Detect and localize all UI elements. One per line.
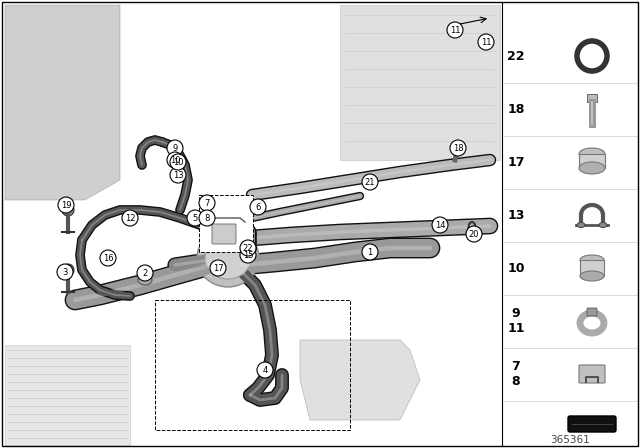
Circle shape — [137, 265, 153, 281]
Circle shape — [57, 264, 73, 280]
Text: 16: 16 — [102, 254, 113, 263]
Text: 10: 10 — [508, 262, 525, 275]
Text: 7
8: 7 8 — [511, 360, 520, 388]
Text: 7: 7 — [204, 198, 210, 207]
Ellipse shape — [579, 148, 605, 160]
Text: 10: 10 — [173, 158, 183, 167]
Circle shape — [167, 152, 183, 168]
Text: 17: 17 — [508, 155, 525, 168]
Circle shape — [447, 22, 463, 38]
Circle shape — [582, 46, 602, 66]
Circle shape — [62, 204, 74, 216]
Text: 3: 3 — [62, 267, 68, 276]
Text: 18: 18 — [452, 143, 463, 152]
Ellipse shape — [197, 229, 259, 287]
Text: 2: 2 — [142, 268, 148, 277]
Circle shape — [62, 264, 74, 276]
Circle shape — [199, 210, 215, 226]
Ellipse shape — [452, 142, 460, 147]
Circle shape — [122, 210, 138, 226]
Text: 11: 11 — [481, 38, 492, 47]
Text: 21: 21 — [365, 177, 375, 186]
FancyBboxPatch shape — [568, 416, 616, 432]
Circle shape — [187, 210, 203, 226]
Circle shape — [257, 362, 273, 378]
Text: 1: 1 — [367, 247, 372, 257]
Ellipse shape — [579, 162, 605, 174]
Circle shape — [242, 242, 254, 254]
Polygon shape — [5, 5, 120, 200]
Circle shape — [450, 140, 466, 156]
Text: 10: 10 — [170, 155, 180, 164]
Text: 13: 13 — [508, 208, 525, 221]
Circle shape — [240, 247, 256, 263]
Text: 14: 14 — [435, 220, 445, 229]
Text: 20: 20 — [468, 229, 479, 238]
Ellipse shape — [205, 237, 251, 279]
Circle shape — [362, 244, 378, 260]
Text: 365361: 365361 — [550, 435, 590, 445]
Circle shape — [199, 195, 215, 211]
FancyBboxPatch shape — [579, 365, 605, 383]
Text: 9: 9 — [172, 143, 178, 152]
Ellipse shape — [580, 271, 604, 281]
Text: 15: 15 — [243, 250, 253, 259]
Text: 22: 22 — [243, 244, 253, 253]
Text: 18: 18 — [508, 103, 525, 116]
Text: 8: 8 — [204, 214, 210, 223]
FancyBboxPatch shape — [587, 94, 597, 102]
FancyBboxPatch shape — [587, 308, 597, 316]
Text: 19: 19 — [61, 201, 71, 210]
Text: 11: 11 — [450, 26, 460, 34]
Text: 4: 4 — [262, 366, 268, 375]
Circle shape — [170, 167, 186, 183]
FancyBboxPatch shape — [579, 154, 605, 168]
FancyBboxPatch shape — [212, 224, 236, 244]
Circle shape — [478, 34, 494, 50]
Text: 22: 22 — [508, 49, 525, 63]
Circle shape — [466, 226, 482, 242]
Circle shape — [170, 154, 186, 170]
Circle shape — [58, 197, 74, 213]
FancyBboxPatch shape — [502, 2, 638, 446]
Ellipse shape — [580, 255, 604, 265]
FancyBboxPatch shape — [580, 260, 604, 276]
Circle shape — [240, 240, 256, 256]
FancyBboxPatch shape — [5, 345, 130, 445]
Circle shape — [210, 260, 226, 276]
Circle shape — [100, 250, 116, 266]
FancyBboxPatch shape — [199, 195, 253, 252]
Text: 6: 6 — [255, 202, 260, 211]
Text: 12: 12 — [125, 214, 135, 223]
Circle shape — [362, 174, 378, 190]
Text: 13: 13 — [173, 171, 183, 180]
Circle shape — [167, 140, 183, 156]
Ellipse shape — [577, 223, 585, 228]
Text: 17: 17 — [212, 263, 223, 272]
Polygon shape — [340, 5, 500, 160]
Polygon shape — [300, 340, 420, 420]
Ellipse shape — [138, 275, 152, 285]
Circle shape — [250, 199, 266, 215]
Circle shape — [432, 217, 448, 233]
Text: 5: 5 — [193, 214, 198, 223]
Text: 9
11: 9 11 — [508, 307, 525, 335]
Ellipse shape — [599, 223, 607, 228]
